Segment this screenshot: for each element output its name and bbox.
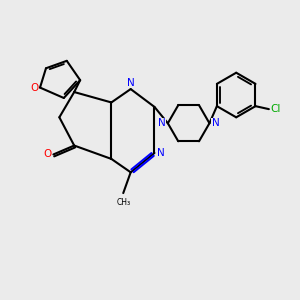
Text: O: O <box>44 149 52 160</box>
Text: Cl: Cl <box>270 104 281 114</box>
Text: N: N <box>158 118 166 128</box>
Text: N: N <box>157 148 165 158</box>
Text: N: N <box>127 78 135 88</box>
Text: O: O <box>30 82 38 93</box>
Text: CH₃: CH₃ <box>116 198 130 207</box>
Text: N: N <box>212 118 220 128</box>
